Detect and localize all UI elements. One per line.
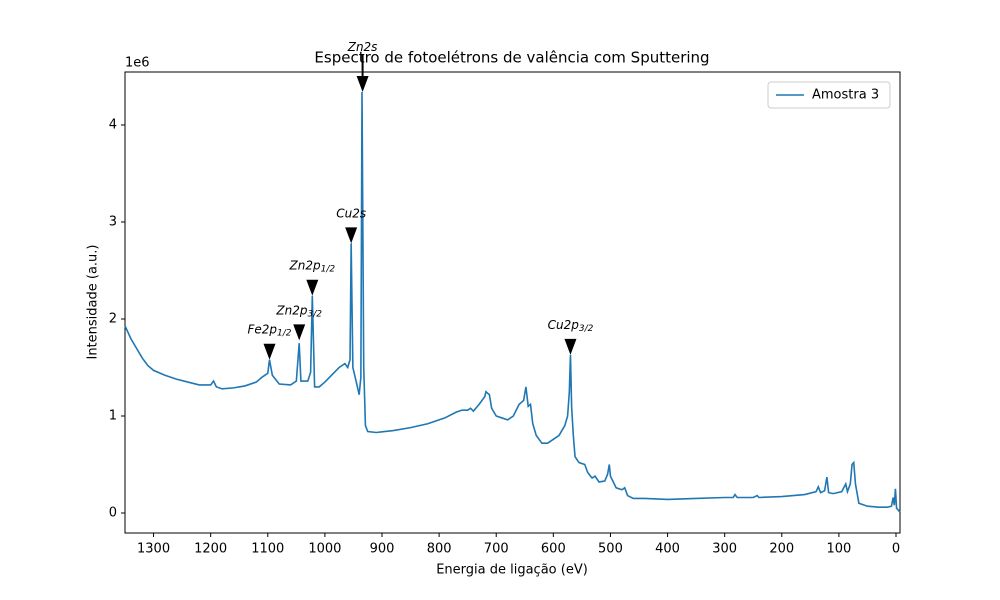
x-tick-label: 300 bbox=[712, 542, 737, 557]
x-tick-label: 1200 bbox=[194, 542, 227, 557]
annotation-arrow bbox=[564, 338, 577, 355]
annotation-text: Cu2s bbox=[336, 206, 366, 220]
x-tick-label: 900 bbox=[370, 542, 395, 557]
annotation-label: Cu2s bbox=[336, 206, 366, 220]
x-tick-label: 1100 bbox=[251, 542, 284, 557]
annotation-label: Zn2s bbox=[347, 39, 378, 53]
annotation-text: Zn2s bbox=[347, 39, 378, 53]
annotation-text: Fe2p bbox=[247, 322, 277, 336]
x-tick-label: 0 bbox=[892, 542, 900, 557]
annotation-text: Cu2p bbox=[548, 317, 580, 331]
x-tick-label: 600 bbox=[541, 542, 566, 557]
x-tick-label: 400 bbox=[655, 542, 680, 557]
annotation-arrow bbox=[293, 324, 306, 341]
annotation-label: Fe2p1/2 bbox=[247, 322, 291, 338]
annotation-subscript: 3/2 bbox=[307, 309, 322, 319]
annotation-subscript: 1/2 bbox=[277, 328, 292, 338]
annotation-text: Zn2p bbox=[289, 258, 321, 272]
y-offset-text: 1e6 bbox=[125, 56, 150, 71]
plot-frame bbox=[124, 71, 901, 534]
annotation-label: Zn2p1/2 bbox=[289, 258, 336, 274]
x-tick-label: 700 bbox=[484, 542, 509, 557]
x-tick-label: 800 bbox=[427, 542, 452, 557]
annotation-arrow bbox=[345, 227, 358, 244]
y-tick-label: 3 bbox=[109, 214, 117, 229]
annotation-label: Zn2p3/2 bbox=[275, 303, 322, 319]
data-line bbox=[124, 91, 901, 513]
annotation-subscript: 1/2 bbox=[321, 264, 336, 274]
x-tick-label: 500 bbox=[598, 542, 623, 557]
x-tick-label: 1300 bbox=[137, 542, 170, 557]
y-tick-label: 4 bbox=[109, 117, 117, 132]
x-tick-label: 100 bbox=[826, 542, 851, 557]
y-tick-label: 0 bbox=[109, 506, 117, 521]
annotation-subscript: 3/2 bbox=[579, 323, 594, 333]
annotation-arrow bbox=[356, 75, 369, 92]
y-axis-label: Intensidade (a.u.) bbox=[86, 244, 101, 359]
legend-label: Amostra 3 bbox=[812, 88, 879, 103]
x-tick-label: 1000 bbox=[308, 542, 341, 557]
annotation-label: Cu2p3/2 bbox=[548, 317, 594, 333]
x-axis-label: Energia de ligação (eV) bbox=[436, 563, 588, 578]
y-tick-label: 1 bbox=[109, 409, 117, 424]
y-tick-label: 2 bbox=[109, 311, 117, 326]
annotation-text: Zn2p bbox=[275, 303, 307, 317]
annotation-arrow bbox=[263, 343, 276, 360]
legend-box bbox=[767, 81, 891, 109]
x-tick-label: 200 bbox=[769, 542, 794, 557]
annotation-arrow bbox=[306, 279, 319, 296]
chart-title: Espectro de fotoelétrons de valência com… bbox=[314, 49, 709, 67]
